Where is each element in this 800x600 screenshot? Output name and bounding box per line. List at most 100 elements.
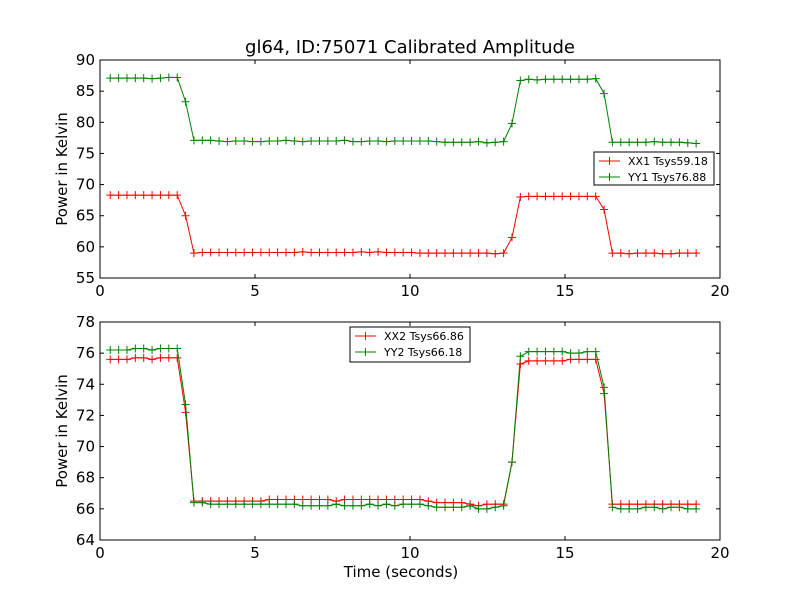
legend: XX2 Tsys66.86 YY2 Tsys66.18	[349, 326, 471, 363]
data-point-marker	[315, 248, 324, 257]
data-point-marker	[256, 137, 265, 146]
data-point-marker	[282, 248, 290, 257]
data-point-marker	[566, 349, 575, 358]
data-point-marker	[164, 73, 173, 82]
data-point-marker	[625, 138, 634, 147]
figure-title: gl64, ID:75071 Calibrated Amplitude	[245, 37, 575, 58]
data-point-marker	[641, 249, 650, 258]
data-point-marker	[273, 248, 282, 257]
data-point-marker	[139, 344, 148, 353]
data-point-marker	[558, 356, 567, 365]
data-point-marker	[332, 500, 341, 509]
legend-box	[349, 326, 471, 363]
data-point-marker	[156, 344, 165, 353]
data-point-marker	[206, 500, 215, 509]
data-point-marker	[692, 504, 701, 513]
data-point-marker	[122, 191, 131, 200]
y-tick-label: 65	[76, 207, 95, 225]
data-point-marker	[231, 136, 240, 145]
data-point-marker	[315, 501, 324, 510]
data-point-marker	[675, 138, 684, 147]
data-point-marker	[256, 248, 265, 257]
y-tick-label: 70	[76, 176, 95, 194]
data-point-marker	[189, 249, 198, 258]
y-axis-label: Power in Kelvin	[53, 112, 71, 226]
data-point-marker	[667, 503, 676, 512]
data-point-marker	[583, 192, 592, 201]
data-point-marker	[449, 249, 458, 258]
data-point-marker	[407, 500, 416, 509]
y-tick-label: 76	[76, 344, 95, 362]
data-point-marker	[223, 137, 232, 146]
y-tick-label: 74	[76, 375, 95, 393]
legend-swatch-marker	[605, 173, 614, 181]
data-point-marker	[675, 249, 684, 258]
data-point-marker	[474, 137, 483, 146]
data-point-marker	[415, 249, 424, 258]
data-point-marker	[399, 248, 408, 257]
data-point-marker	[633, 504, 642, 513]
data-point-marker	[106, 74, 115, 83]
data-point-marker	[148, 346, 157, 355]
data-point-marker	[215, 136, 224, 145]
data-point-marker	[608, 138, 617, 147]
data-point-marker	[340, 248, 349, 257]
panel-1: 0 5 10 15 20 55 60 65 70 75 80 85 90 Power in Kelvin X…	[53, 51, 730, 300]
data-point-marker	[374, 501, 383, 510]
data-point-marker	[106, 191, 115, 200]
data-point-marker	[583, 355, 592, 364]
data-point-marker	[248, 248, 257, 257]
data-point-marker	[533, 356, 542, 365]
data-point-marker	[675, 503, 684, 512]
data-point-marker	[424, 136, 433, 145]
data-point-marker	[215, 248, 224, 257]
data-point-marker	[667, 249, 676, 258]
data-point-marker	[114, 74, 123, 83]
data-point-marker	[633, 138, 642, 147]
data-point-marker	[625, 249, 634, 258]
data-point-marker	[223, 248, 232, 257]
data-point-marker	[399, 136, 408, 145]
data-point-marker	[507, 458, 516, 467]
data-point-marker	[566, 192, 575, 201]
data-point-marker	[583, 347, 592, 356]
y-tick-label: 68	[76, 469, 95, 487]
data-point-marker	[106, 355, 115, 364]
y-tick-label: 78	[76, 313, 95, 331]
legend-swatch-marker	[605, 157, 614, 165]
data-point-marker	[240, 248, 249, 257]
data-point-marker	[658, 138, 667, 147]
data-point-marker	[223, 500, 232, 509]
data-point-marker	[139, 191, 148, 200]
y-tick-label: 90	[76, 51, 95, 69]
data-point-marker	[348, 137, 357, 146]
legend-label: YY2 Tsys66.18	[383, 346, 462, 359]
data-point-marker	[432, 137, 441, 146]
data-point-marker	[449, 138, 458, 147]
data-point-marker	[173, 73, 182, 82]
data-point-marker	[332, 136, 341, 145]
data-point-marker	[382, 500, 391, 509]
data-point-marker	[633, 249, 642, 258]
data-point-marker	[231, 248, 240, 257]
y-tick-label: 60	[76, 238, 95, 256]
data-point-marker	[441, 138, 450, 147]
data-point-marker	[474, 249, 483, 258]
data-point-marker	[499, 137, 508, 146]
data-point-marker	[114, 355, 123, 364]
data-point-marker	[298, 137, 307, 146]
data-point-marker	[499, 249, 508, 258]
legend-label: XX2 Tsys66.86	[384, 330, 464, 343]
data-point-marker	[466, 501, 475, 510]
data-point-marker	[683, 504, 692, 513]
y-tick-label: 80	[76, 113, 95, 131]
data-point-marker	[390, 248, 399, 257]
x-tick-label: 10	[400, 282, 419, 300]
legend-swatch-marker	[361, 332, 370, 340]
data-point-marker	[164, 353, 173, 362]
data-point-marker	[441, 503, 450, 512]
data-point-marker	[641, 503, 650, 512]
data-point-marker	[541, 356, 550, 365]
data-point-marker	[357, 137, 366, 146]
data-point-marker	[374, 247, 383, 256]
